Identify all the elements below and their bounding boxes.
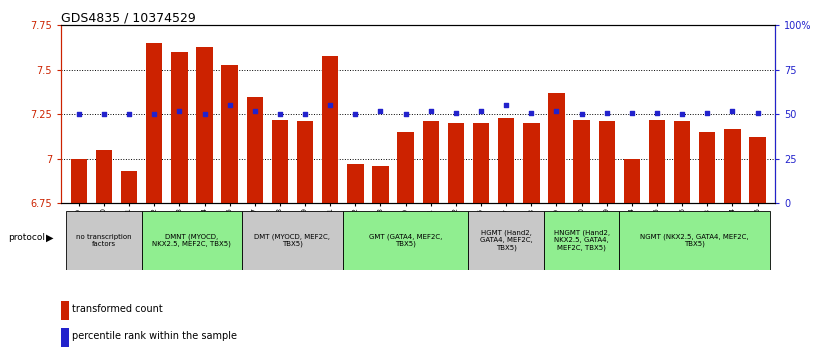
Bar bbox=[71, 159, 87, 203]
Point bbox=[676, 111, 689, 117]
Bar bbox=[246, 97, 263, 203]
Point bbox=[751, 110, 764, 115]
Point bbox=[450, 110, 463, 115]
Point bbox=[348, 111, 361, 117]
Bar bbox=[725, 129, 741, 203]
Point bbox=[122, 111, 135, 117]
Bar bbox=[121, 171, 137, 203]
Point bbox=[324, 102, 337, 108]
Bar bbox=[146, 43, 162, 203]
Point bbox=[97, 111, 110, 117]
Text: GMT (GATA4, MEF2C,
TBX5): GMT (GATA4, MEF2C, TBX5) bbox=[369, 233, 442, 248]
Bar bbox=[448, 123, 464, 203]
Text: NGMT (NKX2.5, GATA4, MEF2C,
TBX5): NGMT (NKX2.5, GATA4, MEF2C, TBX5) bbox=[641, 233, 749, 248]
Text: HNGMT (Hand2,
NKX2.5, GATA4,
MEF2C, TBX5): HNGMT (Hand2, NKX2.5, GATA4, MEF2C, TBX5… bbox=[553, 230, 610, 251]
Point bbox=[701, 110, 714, 115]
Bar bbox=[242, 211, 343, 270]
Point bbox=[148, 111, 161, 117]
Bar bbox=[699, 132, 716, 203]
Point bbox=[374, 108, 387, 114]
Text: DMT (MYOCD, MEF2C,
TBX5): DMT (MYOCD, MEF2C, TBX5) bbox=[255, 233, 330, 248]
Bar bbox=[649, 120, 665, 203]
Point bbox=[273, 111, 286, 117]
Point bbox=[475, 108, 488, 114]
Bar bbox=[599, 122, 615, 203]
Bar bbox=[297, 122, 313, 203]
Bar bbox=[674, 122, 690, 203]
Bar bbox=[623, 159, 640, 203]
Bar bbox=[142, 211, 242, 270]
Bar bbox=[322, 56, 339, 203]
Bar bbox=[473, 123, 490, 203]
Bar bbox=[498, 118, 514, 203]
Point bbox=[499, 102, 512, 108]
Bar bbox=[347, 164, 363, 203]
Text: GDS4835 / 10374529: GDS4835 / 10374529 bbox=[61, 11, 196, 24]
Bar bbox=[95, 150, 112, 203]
Point bbox=[550, 108, 563, 114]
Bar bbox=[574, 120, 590, 203]
Point bbox=[601, 110, 614, 115]
Bar bbox=[468, 211, 544, 270]
Bar bbox=[61, 301, 69, 320]
Bar bbox=[619, 211, 770, 270]
Bar bbox=[197, 47, 213, 203]
Point bbox=[198, 111, 211, 117]
Bar bbox=[171, 52, 188, 203]
Bar bbox=[372, 166, 388, 203]
Point bbox=[575, 111, 588, 117]
Bar bbox=[548, 93, 565, 203]
Bar bbox=[221, 65, 237, 203]
Bar bbox=[397, 132, 414, 203]
Text: transformed count: transformed count bbox=[72, 304, 163, 314]
Text: DMNT (MYOCD,
NKX2.5, MEF2C, TBX5): DMNT (MYOCD, NKX2.5, MEF2C, TBX5) bbox=[153, 233, 232, 248]
Text: percentile rank within the sample: percentile rank within the sample bbox=[72, 331, 237, 342]
Point bbox=[424, 108, 437, 114]
Bar bbox=[523, 123, 539, 203]
Text: no transcription
factors: no transcription factors bbox=[76, 234, 131, 247]
Text: HGMT (Hand2,
GATA4, MEF2C,
TBX5): HGMT (Hand2, GATA4, MEF2C, TBX5) bbox=[480, 230, 533, 251]
Bar bbox=[272, 120, 288, 203]
Bar bbox=[544, 211, 619, 270]
Point bbox=[650, 110, 663, 115]
Point bbox=[73, 111, 86, 117]
Point bbox=[525, 110, 538, 115]
Text: ▶: ▶ bbox=[46, 233, 53, 243]
Bar bbox=[749, 138, 765, 203]
Point bbox=[223, 102, 236, 108]
Point bbox=[173, 108, 186, 114]
Bar bbox=[66, 211, 142, 270]
Point bbox=[399, 111, 412, 117]
Bar bbox=[343, 211, 468, 270]
Point bbox=[625, 110, 638, 115]
Bar bbox=[423, 122, 439, 203]
Point bbox=[299, 111, 312, 117]
Point bbox=[726, 108, 739, 114]
Text: protocol: protocol bbox=[8, 233, 45, 242]
Point bbox=[248, 108, 261, 114]
Bar bbox=[61, 328, 69, 347]
